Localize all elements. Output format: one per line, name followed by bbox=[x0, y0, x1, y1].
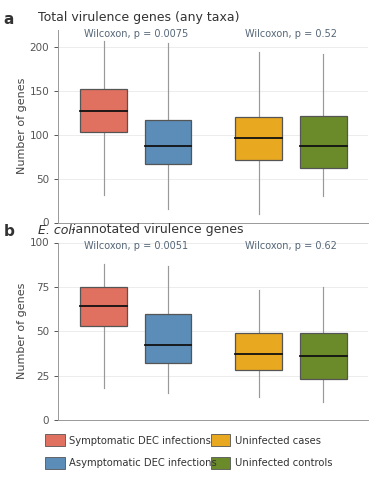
Text: Wilcoxon, p = 0.52: Wilcoxon, p = 0.52 bbox=[245, 28, 337, 38]
Text: Wilcoxon, p = 0.0051: Wilcoxon, p = 0.0051 bbox=[84, 240, 188, 250]
Bar bbox=[145, 120, 191, 164]
Bar bbox=[80, 88, 127, 132]
Y-axis label: Number of genes: Number of genes bbox=[17, 283, 27, 380]
Text: Uninfected controls: Uninfected controls bbox=[235, 458, 332, 468]
Text: a: a bbox=[4, 12, 14, 27]
Text: Uninfected cases: Uninfected cases bbox=[235, 436, 321, 446]
Bar bbox=[80, 287, 127, 326]
Text: Symptomatic DEC infections: Symptomatic DEC infections bbox=[69, 436, 211, 446]
Bar bbox=[145, 314, 191, 363]
Text: Wilcoxon, p = 0.62: Wilcoxon, p = 0.62 bbox=[245, 240, 337, 250]
Y-axis label: Number of genes: Number of genes bbox=[17, 78, 27, 174]
Bar bbox=[235, 118, 282, 160]
Text: b: b bbox=[4, 224, 15, 240]
Text: Total virulence genes (any taxa): Total virulence genes (any taxa) bbox=[38, 11, 239, 24]
Text: E. coli: E. coli bbox=[38, 224, 75, 236]
Bar bbox=[235, 333, 282, 370]
Bar bbox=[300, 116, 347, 168]
Text: -annotated virulence genes: -annotated virulence genes bbox=[71, 224, 243, 236]
Text: Wilcoxon, p = 0.0075: Wilcoxon, p = 0.0075 bbox=[84, 28, 188, 38]
Text: Asymptomatic DEC infections: Asymptomatic DEC infections bbox=[69, 458, 217, 468]
Bar bbox=[300, 333, 347, 379]
